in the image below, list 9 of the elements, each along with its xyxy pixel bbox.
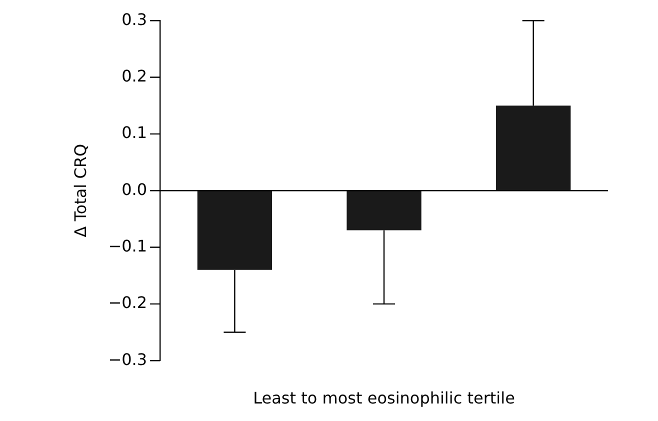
- y-tick-label: 0.3: [122, 10, 148, 29]
- y-tick-label: −0.1: [108, 236, 148, 256]
- y-tick-label: 0.1: [122, 123, 148, 142]
- y-tick-label: 0.0: [122, 180, 148, 199]
- x-axis-title: Least to most eosinophilic tertile: [253, 388, 515, 408]
- y-tick-label: 0.2: [122, 66, 148, 86]
- y-tick-label: −0.3: [108, 350, 148, 369]
- y-axis-title: Δ Total CRQ: [70, 144, 90, 238]
- y-tick-label: −0.2: [108, 293, 148, 312]
